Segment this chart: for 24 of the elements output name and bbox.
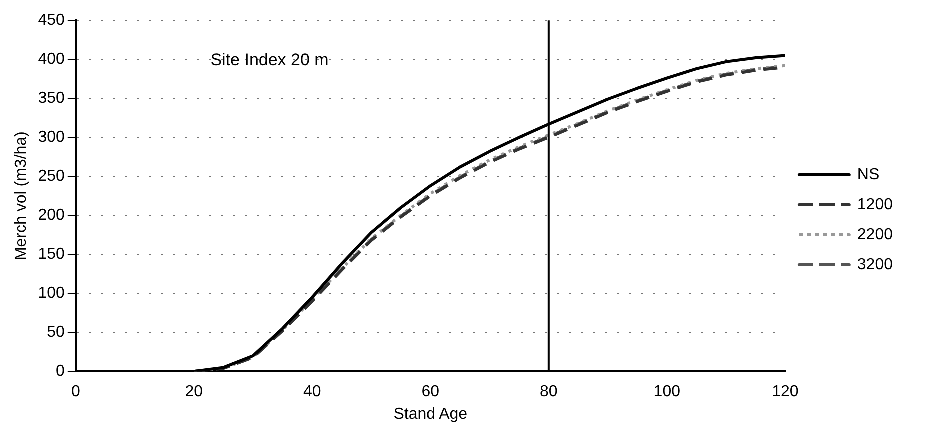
y-tick-label: 0 — [56, 363, 65, 380]
x-axis-title: Stand Age — [394, 406, 468, 423]
x-tick-label: 20 — [185, 384, 204, 401]
y-tick-label: 150 — [38, 246, 65, 264]
x-tick-label: 100 — [654, 384, 681, 401]
y-tick-label: 50 — [47, 324, 65, 342]
x-tick-label: 60 — [422, 384, 440, 401]
legend-label: NS — [857, 166, 880, 184]
y-tick-label: 250 — [38, 168, 65, 186]
y-tick-label: 100 — [38, 285, 65, 302]
y-axis-title: Merch vol (m3/ha) — [13, 132, 30, 261]
legend-label: 1200 — [857, 196, 894, 214]
x-tick-label: 40 — [304, 384, 322, 401]
x-tick-label: 0 — [71, 384, 80, 401]
y-tick-label: 450 — [38, 12, 65, 30]
legend-label: 2200 — [857, 226, 894, 244]
annotation: Site Index 20 m — [210, 50, 329, 70]
x-tick-label: 120 — [772, 384, 799, 401]
x-tick-label: 80 — [540, 384, 558, 401]
y-tick-label: 350 — [38, 90, 65, 108]
legend-label: 3200 — [857, 256, 894, 274]
y-tick-label: 400 — [38, 51, 65, 68]
y-tick-label: 200 — [38, 207, 65, 224]
y-tick-label: 300 — [38, 129, 65, 146]
